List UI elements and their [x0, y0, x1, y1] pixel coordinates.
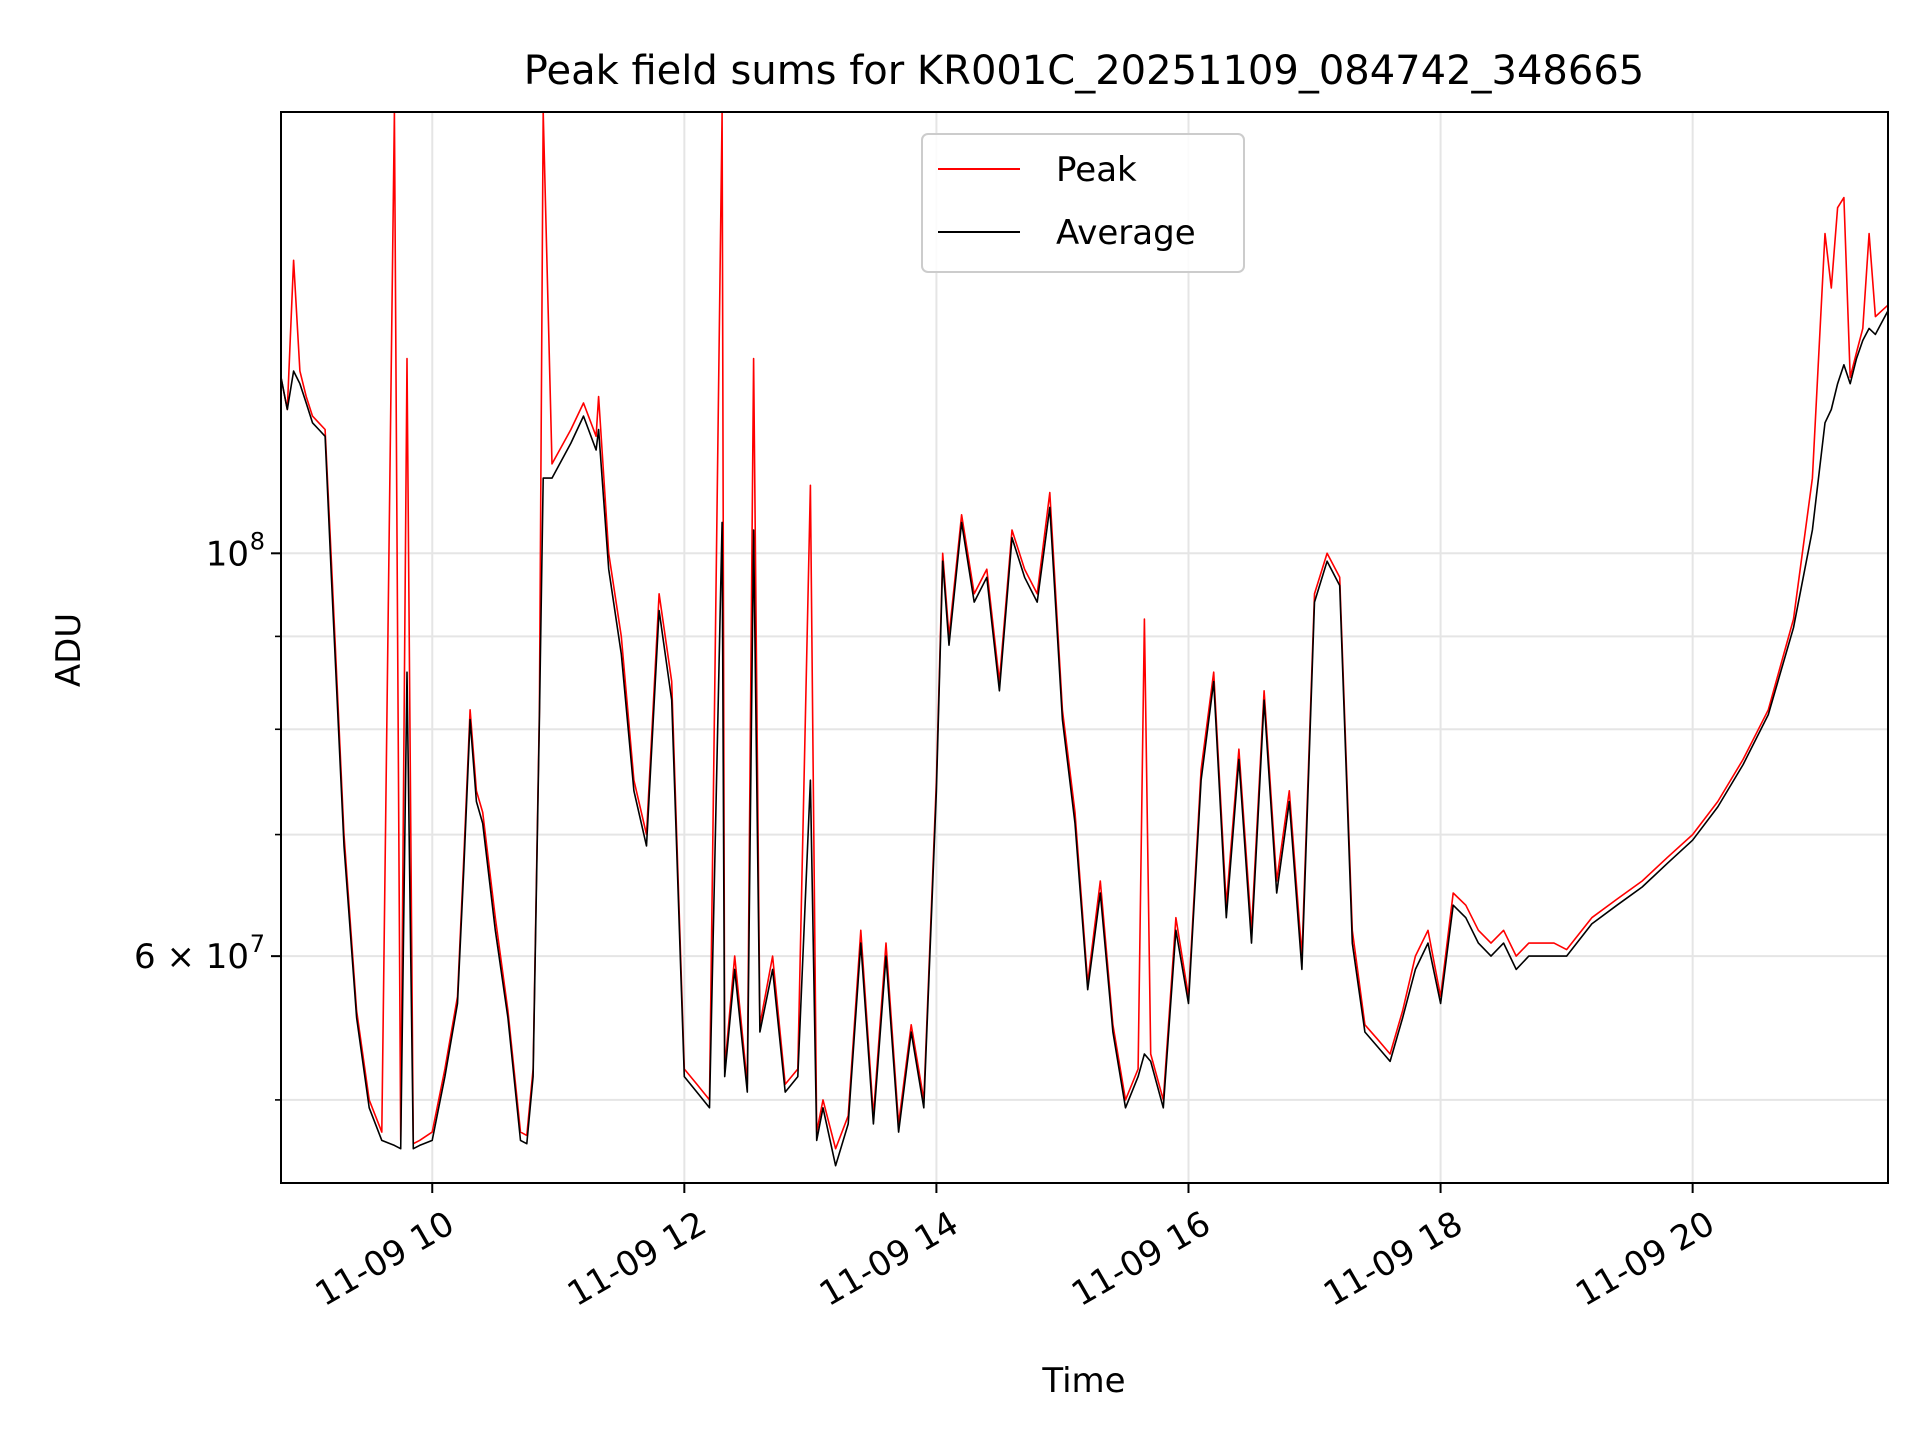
y-tick-label-base: 10 [206, 534, 249, 574]
y-tick-label: 810 [206, 527, 265, 574]
grid-lines [281, 112, 1888, 1183]
chart-title: Peak field sums for KR001C_20251109_0847… [524, 48, 1644, 94]
legend-label-peak: Peak [1056, 150, 1137, 190]
plot-frame [280, 111, 1889, 1184]
y-tick-label-exponent: 7 [250, 930, 265, 958]
y-axis-ticks: 76 × 10 810 [134, 527, 281, 1101]
legend-label-average: Average [1056, 213, 1196, 253]
series-line-peak [281, 112, 1888, 1150]
series-line-average [281, 310, 1888, 1167]
legend: Peak Average [921, 133, 1245, 273]
series-lines [281, 112, 1888, 1167]
y-tick-label-base: 6 × 10 [134, 937, 249, 977]
y-tick-label-exponent: 8 [250, 527, 265, 555]
y-tick-label: 76 × 10 [134, 930, 265, 977]
x-axis-label: Time [1041, 1361, 1125, 1401]
y-axis-label: ADU [49, 613, 89, 687]
